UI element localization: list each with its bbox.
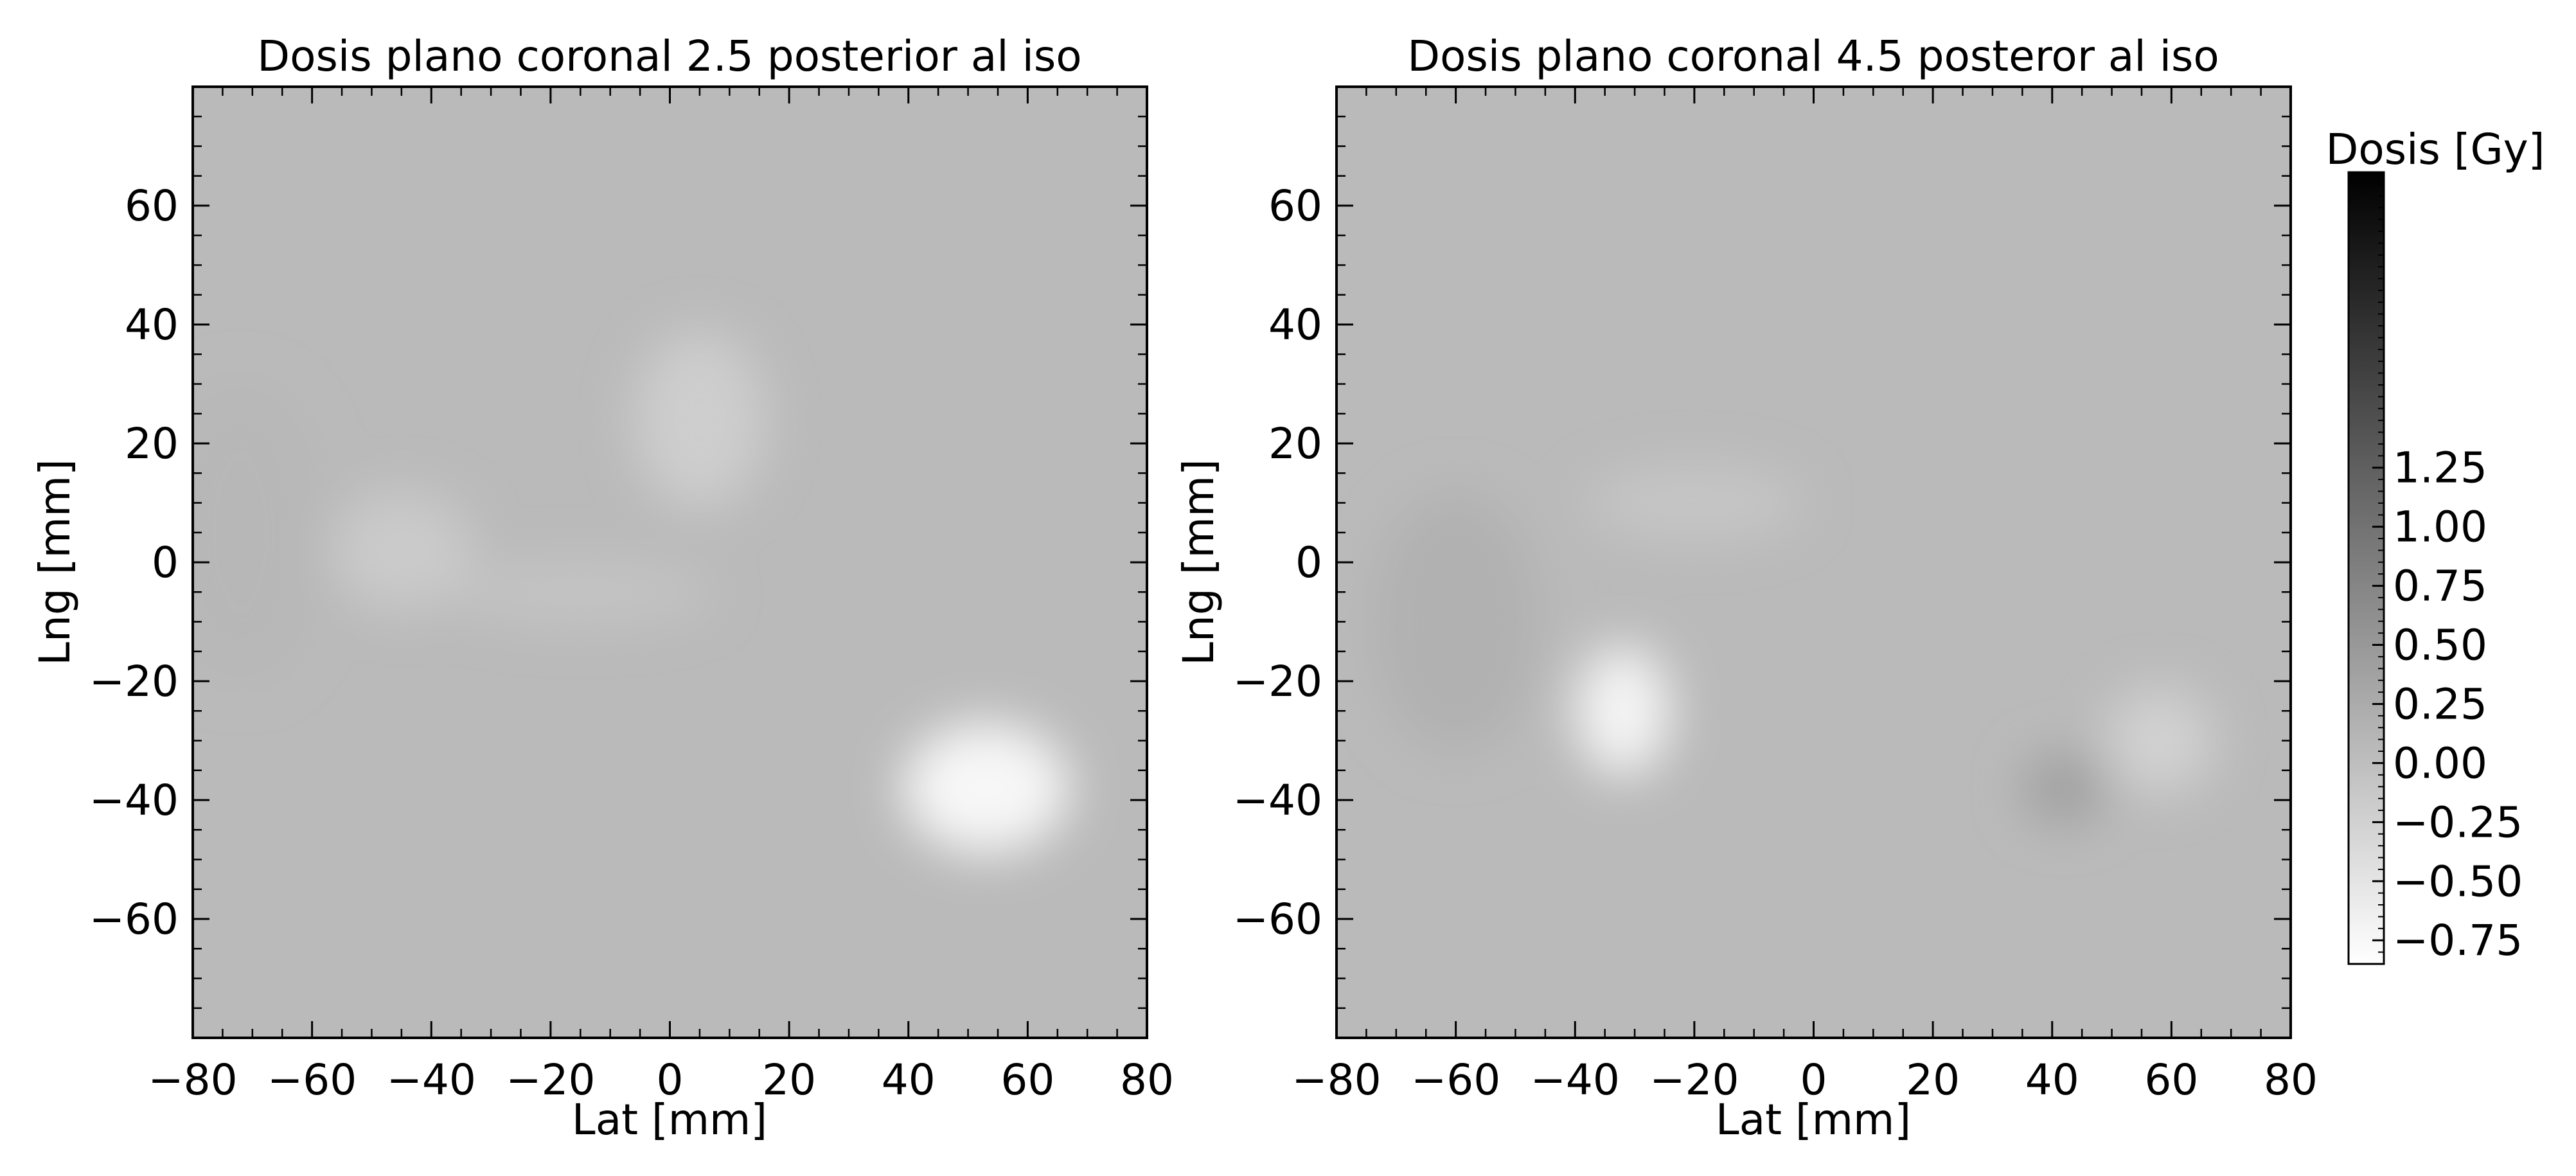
x-tick-label: 60	[1000, 1055, 1054, 1105]
x-tick-label: 0	[1800, 1055, 1827, 1105]
x-tick-label: 40	[882, 1055, 936, 1105]
x-tick-label: 40	[2025, 1055, 2079, 1105]
x-tick-label: 20	[1906, 1055, 1960, 1105]
y-tick-label: −40	[1233, 776, 1322, 825]
x-tick-label: −20	[506, 1055, 595, 1105]
colorbar-gradient	[2347, 171, 2385, 965]
y-tick-label: −60	[1233, 895, 1322, 944]
panel-1-title: Dosis plano coronal 2.5 posterior al iso	[257, 31, 1081, 81]
colorbar-tick-label: 0.25	[2393, 679, 2487, 729]
x-tick-label: −60	[267, 1055, 357, 1105]
panel-1-dose-region	[902, 722, 1070, 854]
x-tick-label: −40	[387, 1055, 476, 1105]
x-tick-label: −80	[1292, 1055, 1381, 1105]
y-tick-label: −20	[89, 657, 179, 706]
y-tick-label: 60	[125, 181, 179, 231]
y-tick-label: −20	[1233, 657, 1322, 706]
colorbar-tick-label: −0.25	[2393, 797, 2523, 847]
panel-1-dose-region	[330, 491, 474, 610]
y-tick-label: 20	[125, 419, 179, 468]
colorbar-tick-label: 0.00	[2393, 738, 2487, 788]
panel-2-dose-region	[2022, 753, 2106, 824]
colorbar: Dosis [Gy] 1.25 1.00 0.75 0.50 0.25 0.00 −0.25…	[2326, 125, 2545, 965]
y-tick-label: 0	[152, 538, 179, 587]
panel-1-x-axis-label: Lat [mm]	[572, 1095, 767, 1145]
y-tick-label: 40	[125, 300, 179, 350]
panel-2-x-axis-label: Lat [mm]	[1716, 1095, 1911, 1145]
panel-2-dose-region	[1586, 467, 1802, 539]
x-tick-label: 80	[2264, 1055, 2318, 1105]
panel-2-title: Dosis plano coronal 4.5 posteror al iso	[1407, 31, 2219, 81]
panel-1-dose-region	[193, 384, 324, 681]
panel-2-ticks: −80 −60 −40 −20 0 20 40 60 80 −60 −40 −20 0 20 40 60	[1233, 87, 2318, 1105]
colorbar-ticks: 1.25 1.00 0.75 0.50 0.25 0.00 −0.25 −0.50 −0.75	[2372, 183, 2523, 965]
x-tick-label: −80	[148, 1055, 237, 1105]
panel-1-dose-features	[193, 330, 1070, 854]
heatmap-panel-1: Dosis plano coronal 2.5 posterior al iso…	[30, 31, 1174, 1145]
panel-2-dose-features	[1372, 467, 2214, 824]
x-tick-label: 20	[762, 1055, 816, 1105]
x-tick-label: −20	[1649, 1055, 1739, 1105]
colorbar-tick-label: 1.25	[2393, 443, 2487, 493]
colorbar-tick-label: −0.50	[2393, 857, 2523, 906]
y-tick-label: −60	[89, 895, 179, 944]
x-tick-label: 60	[2144, 1055, 2198, 1105]
colorbar-title: Dosis [Gy]	[2326, 125, 2545, 174]
panel-2-dose-region	[1372, 491, 1540, 753]
colorbar-tick-label: −0.75	[2393, 916, 2523, 965]
x-tick-label: 0	[657, 1055, 684, 1105]
panel-2-dose-region	[2106, 687, 2214, 794]
x-tick-label: 80	[1120, 1055, 1174, 1105]
y-tick-label: 40	[1268, 300, 1322, 350]
colorbar-tick-label: 0.75	[2393, 562, 2487, 611]
y-tick-label: 0	[1295, 538, 1322, 587]
x-tick-label: −60	[1411, 1055, 1500, 1105]
colorbar-tick-label: 0.50	[2393, 621, 2487, 670]
panel-1-y-axis-label: Lng [mm]	[30, 459, 80, 666]
panel-1-dose-region	[634, 330, 765, 509]
panel-2-dose-region	[1575, 645, 1671, 776]
colorbar-tick-label: 1.00	[2393, 503, 2487, 552]
y-tick-label: 60	[1268, 181, 1322, 231]
panel-1-dose-region	[449, 562, 712, 622]
x-tick-label: −40	[1531, 1055, 1620, 1105]
panel-2-y-axis-label: Lng [mm]	[1174, 459, 1223, 666]
panel-1-ticks: −80 −60 −40 −20 0 20 40 60 80 −60 −40 −20 0 20 40 60	[89, 87, 1174, 1105]
y-tick-label: −40	[89, 776, 179, 825]
heatmap-panel-2: Dosis plano coronal 4.5 posteror al iso …	[1174, 31, 2318, 1145]
y-tick-label: 20	[1268, 419, 1322, 468]
